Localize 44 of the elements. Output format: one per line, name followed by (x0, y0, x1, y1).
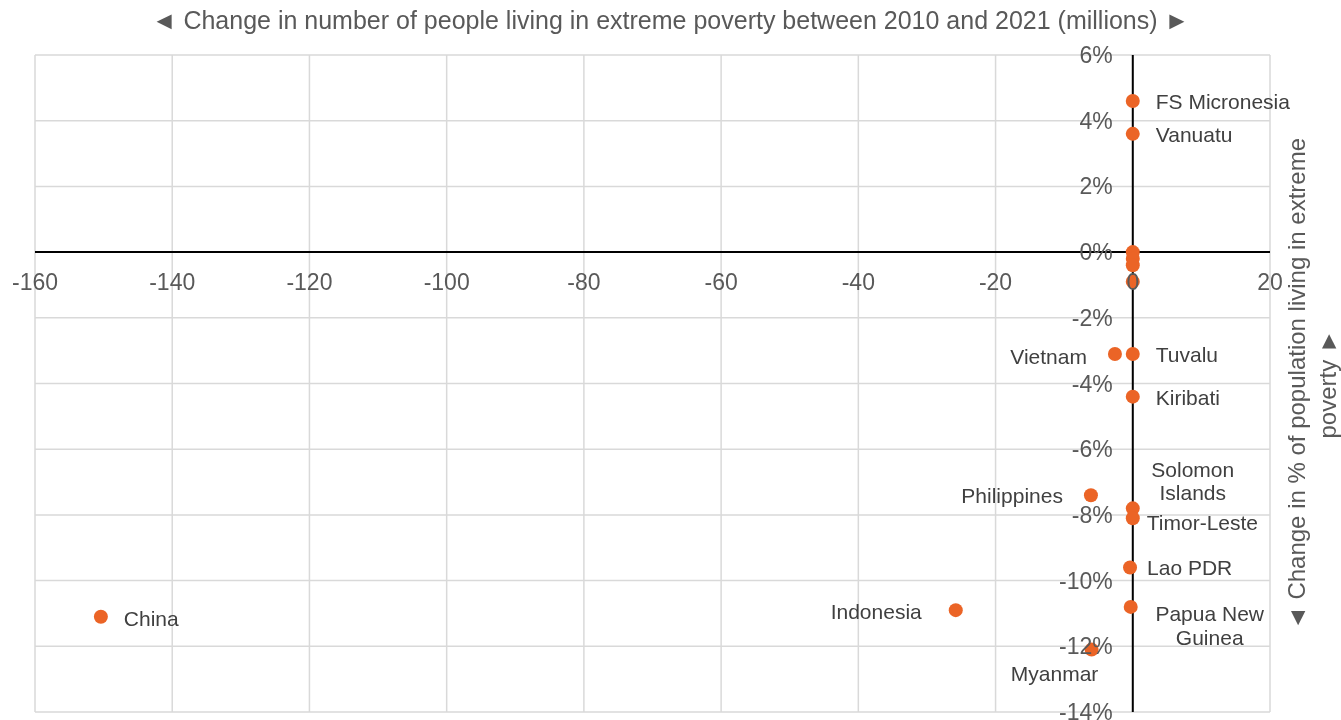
x-tick-label: -140 (149, 269, 196, 296)
x-tick-label: -60 (704, 269, 738, 296)
y-tick-label: 4% (1079, 107, 1113, 134)
y-tick-label: -6% (1071, 436, 1113, 463)
point (1107, 346, 1122, 361)
x-tick-label: -160 (11, 269, 59, 296)
point (1125, 511, 1140, 526)
x-axis-title: ◄ Change in number of people living in extreme poverty between 2010 and 2021 (millions) ► (150, 6, 1191, 35)
point (1123, 599, 1138, 614)
annotation: Solomon Islands (1151, 457, 1235, 504)
y-tick-label: 2% (1079, 173, 1113, 200)
x-tick-label: -100 (423, 269, 470, 296)
y-tick-label: -2% (1071, 304, 1113, 331)
point (1125, 346, 1140, 361)
annotation: Kiribati (1155, 385, 1220, 409)
point (1125, 389, 1140, 404)
annotation: Philippines (961, 483, 1063, 507)
x-tick-label: -40 (841, 269, 875, 296)
y-tick-label: 6% (1079, 42, 1113, 68)
annotation: Papua New Guinea (1155, 601, 1265, 649)
annotation: Lao PDR (1147, 555, 1233, 579)
y-tick-label: -8% (1071, 501, 1113, 528)
x-tick-label: -20 (978, 269, 1013, 296)
annotation: FS Micronesia (1155, 89, 1291, 113)
point (1125, 126, 1140, 141)
y-axis-title: ◄ Change in % of population living in extreme poverty ► (1282, 136, 1341, 632)
point (93, 609, 108, 624)
annotation: Vietnam (1010, 344, 1087, 368)
y-tick-label: -4% (1071, 370, 1113, 397)
x-tick-label: -120 (286, 269, 333, 296)
x-tick-label: 20 (1257, 269, 1283, 296)
annotation: Timor-Leste (1146, 510, 1259, 534)
point (1123, 560, 1138, 575)
annotation: China (123, 606, 180, 630)
y-tick-label: -14% (1059, 699, 1113, 720)
annotation: Myanmar (1010, 661, 1099, 685)
point (948, 603, 963, 618)
annotation: Tuvalu (1155, 342, 1219, 366)
point (1125, 93, 1140, 108)
point (1083, 488, 1098, 503)
x-tick-label: -80 (567, 269, 601, 296)
annotation: Indonesia (830, 599, 923, 623)
y-tick-label: -10% (1059, 567, 1113, 594)
annotation: Vanuatu (1155, 122, 1233, 146)
